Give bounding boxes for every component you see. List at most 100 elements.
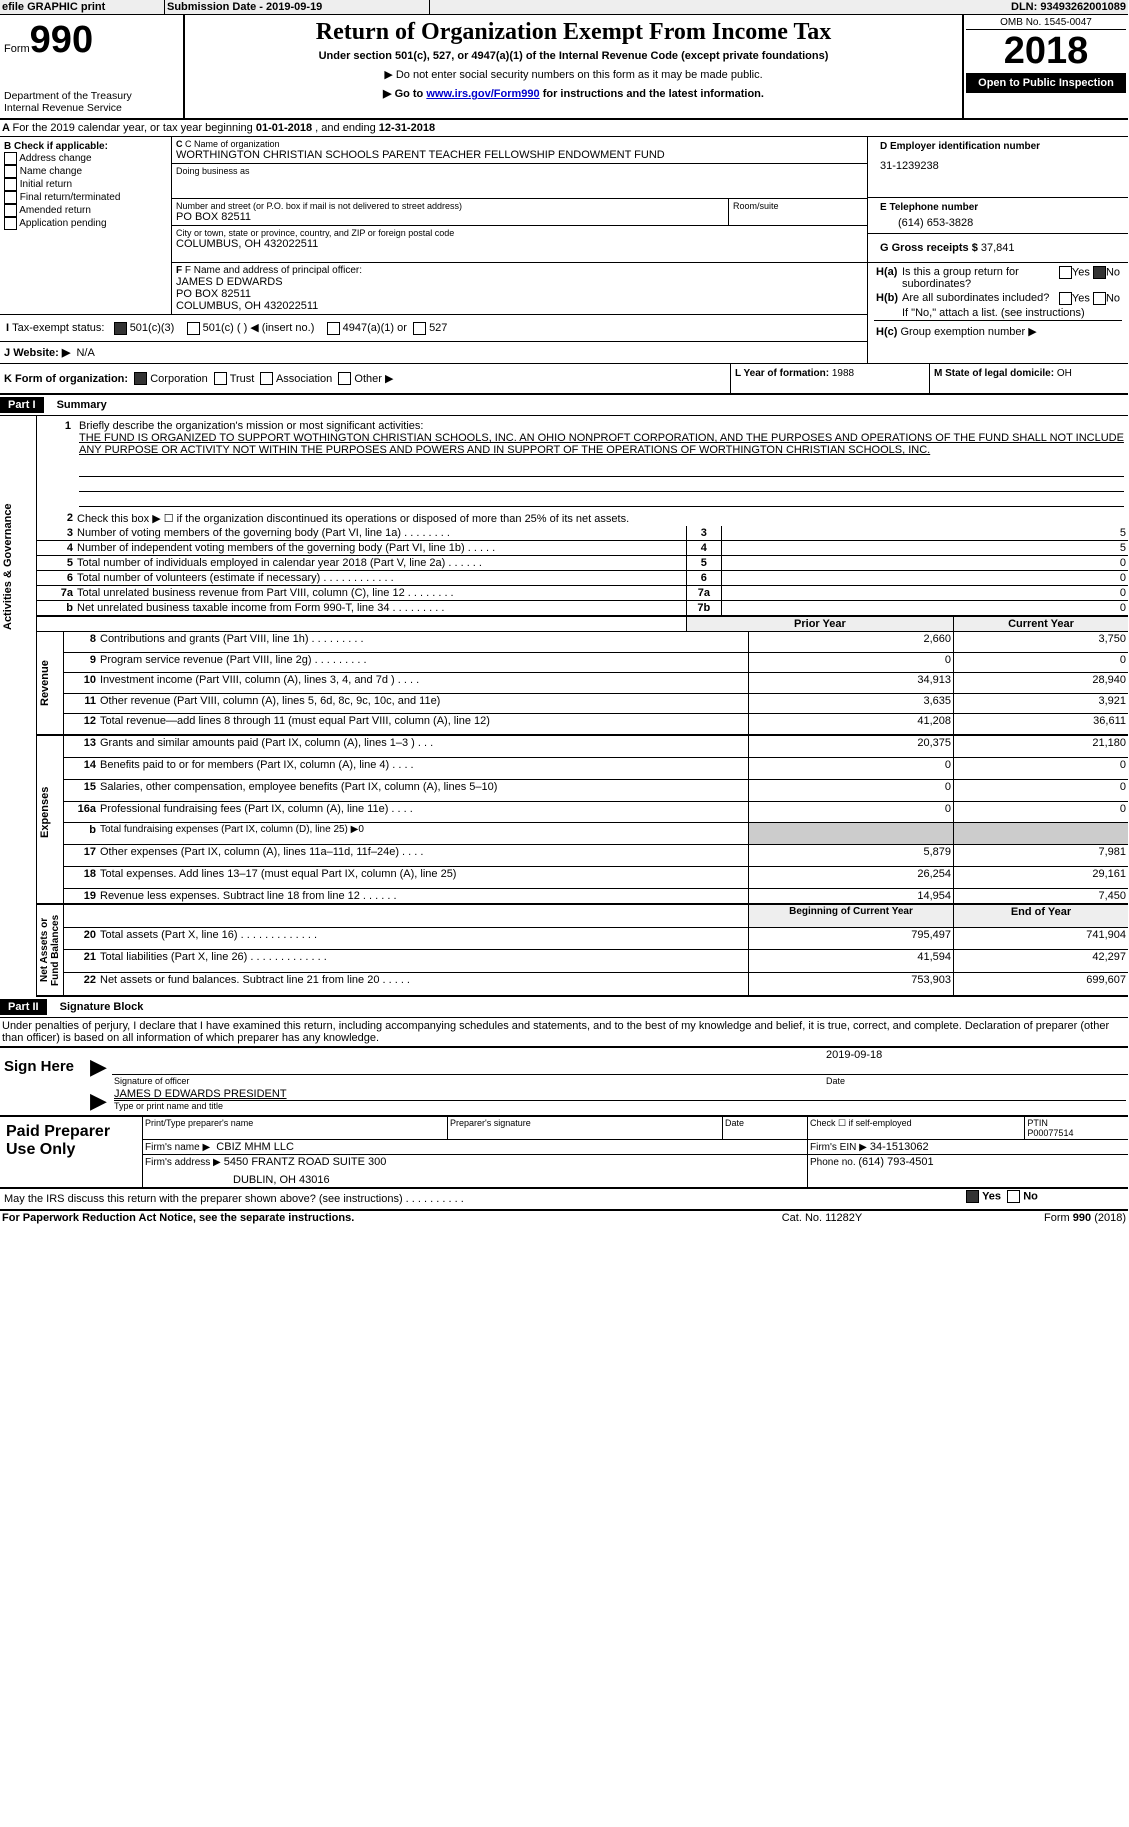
subtitle: Under section 501(c), 527, or 4947(a)(1)… [189,50,958,62]
officer-addr2: COLUMBUS, OH 432022511 [176,300,863,312]
footer: For Paperwork Reduction Act Notice, see … [0,1211,1128,1225]
assoc-checkbox[interactable] [260,372,273,385]
submission-date: 2019-09-19 [266,1,322,13]
col-begin: Beginning of Current Year [749,904,954,927]
part1-table: Activities & Governance 1 Briefly descri… [0,415,1128,997]
hb-yes-checkbox[interactable] [1059,292,1072,305]
org-addr: PO BOX 82511 [176,211,724,223]
form990-link[interactable]: www.irs.gov/Form990 [426,88,539,100]
form-number: 990 [30,19,93,61]
hb-no-checkbox[interactable] [1093,292,1106,305]
ha-no-checkbox[interactable] [1093,266,1106,279]
part2-label: Part II [0,999,47,1015]
phone: (614) 653-3828 [898,217,1116,229]
spacer [430,0,865,15]
sign-here-label: Sign Here [0,1048,88,1087]
addr-label: Number and street (or P.O. box if mail i… [176,201,724,211]
gov-7b: 0 [721,601,1128,617]
part2-header: Part II Signature Block [0,997,1128,1017]
other-checkbox[interactable] [338,372,351,385]
gov-5: 0 [721,556,1128,571]
4947-checkbox[interactable] [327,322,340,335]
hb-note: If "No," attach a list. (see instruction… [900,306,1122,321]
org-city: COLUMBUS, OH 432022511 [176,238,863,250]
gross-receipts: 37,841 [981,242,1015,254]
section-deg: D Employer identification number 31-1239… [868,137,1129,263]
b-item: Application pending [4,217,167,230]
col-end: End of Year [954,904,1129,927]
ein: 31-1239238 [880,160,1116,172]
mission-text: THE FUND IS ORGANIZED TO SUPPORT WOTHING… [79,432,1124,456]
final-return-checkbox[interactable] [4,191,17,204]
trust-checkbox[interactable] [214,372,227,385]
discuss-yes-checkbox[interactable] [966,1190,979,1203]
firm-addr2: DUBLIN, OH 43016 [233,1174,805,1186]
dln-cell: DLN: 93493262001089 [864,0,1128,15]
note2: ▶ Go to www.irs.gov/Form990 for instruct… [189,87,958,100]
officer-label: Type or print name and title [114,1101,1126,1111]
officer-addr1: PO BOX 82511 [176,288,863,300]
discuss-text: May the IRS discuss this return with the… [0,1189,964,1210]
firm-ein: 34-1513062 [870,1141,929,1153]
dln-value: 93493262001089 [1040,1,1126,13]
amended-return-checkbox[interactable] [4,204,17,217]
k-label: K Form of organization: [4,373,128,385]
firm-ein-label: Firm's EIN ▶ [810,1142,867,1153]
a-text: For the 2019 calendar year, or tax year … [12,122,255,134]
side-governance: Activities & Governance [0,416,37,997]
initial-return-checkbox[interactable] [4,178,17,191]
part2-title: Signature Block [50,1001,144,1013]
line-a: A For the 2019 calendar year, or tax yea… [0,120,1128,137]
name-change-checkbox[interactable] [4,165,17,178]
form-label: Form [4,43,30,55]
line1-label: Briefly describe the organization's miss… [79,420,423,432]
omb: OMB No. 1545-0047 [966,16,1126,30]
f-label: F Name and address of principal officer: [185,265,362,276]
sign-here-block: Sign Here ▶ 2019-09-18 Signature of offi… [0,1048,1128,1117]
b-item: Address change [4,152,167,165]
corp-checkbox[interactable] [134,372,147,385]
firm-addr1: 5450 FRANTZ ROAD SUITE 300 [224,1156,387,1168]
title-cell: Return of Organization Exempt From Incom… [184,15,963,119]
city-label: City or town, state or province, country… [176,228,863,238]
b-item: Amended return [4,204,167,217]
gov-6: 0 [721,571,1128,586]
firm-name-label: Firm's name ▶ [145,1142,210,1153]
address-change-checkbox[interactable] [4,152,17,165]
a-begin: 01-01-2018 [256,122,312,134]
bcdeg-block: B Check if applicable: Address change Na… [0,137,1128,364]
sig-off-label: Signature of officer [112,1074,824,1087]
prep-name-label: Print/Type preparer's name [143,1117,448,1140]
a-end: 12-31-2018 [379,122,435,134]
g-label: G Gross receipts $ [880,242,981,254]
m-label: M State of legal domicile: [934,368,1057,379]
discuss-row: May the IRS discuss this return with the… [0,1189,1128,1211]
form-number-cell: Form990 Department of the Treasury Inter… [0,15,184,119]
527-checkbox[interactable] [413,322,426,335]
hb-text: Are all subordinates included? [900,291,1057,306]
website: N/A [76,347,94,359]
dba-label: Doing business as [176,166,863,176]
ptin: P00077514 [1027,1128,1126,1138]
section-k: K Form of organization: Corporation Trus… [0,364,731,395]
paid-label: Paid Preparer Use Only [0,1117,143,1188]
ha-yes-checkbox[interactable] [1059,266,1072,279]
501c-checkbox[interactable] [187,322,200,335]
501c3-checkbox[interactable] [114,322,127,335]
paid-preparer-block: Paid Preparer Use Only Print/Type prepar… [0,1117,1128,1189]
section-m: M State of legal domicile: OH [930,364,1129,395]
dept-label: Department of the Treasury [4,90,179,102]
col-current: Current Year [954,616,1129,632]
firm-phone: (614) 793-4501 [858,1156,933,1168]
application-pending-checkbox[interactable] [4,217,17,230]
b-item: Initial return [4,178,167,191]
discuss-no-checkbox[interactable] [1007,1190,1020,1203]
phone-label: Phone no. [810,1157,858,1168]
cat-no: Cat. No. 11282Y [720,1211,924,1225]
gov-4: 5 [721,541,1128,556]
efile-label[interactable]: efile GRAPHIC print [0,0,165,15]
year-cell: OMB No. 1545-0047 2018 Open to Public In… [963,15,1128,119]
submission-cell: Submission Date - 2019-09-19 [165,0,430,15]
pointer-icon: ▶ [88,1048,112,1087]
date-label: Date [824,1074,1128,1087]
